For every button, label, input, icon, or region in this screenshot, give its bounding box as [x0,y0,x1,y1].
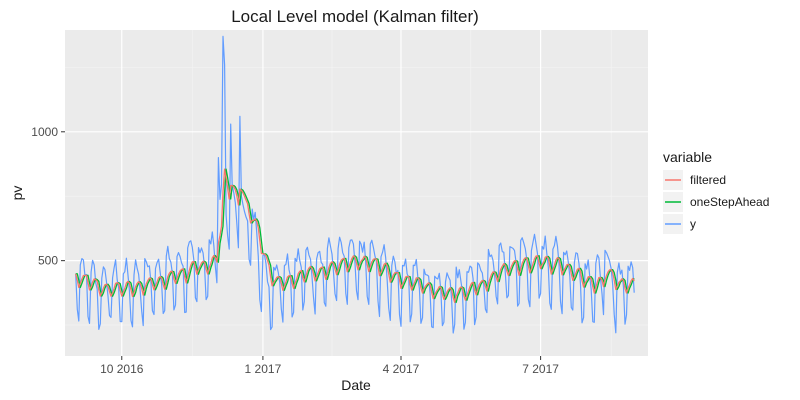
y-axis-label: pv [9,186,25,201]
legend-label: y [690,217,696,231]
legend: variable filtered oneStepAhead y [663,149,769,234]
legend-label: filtered [690,173,726,187]
series-line-y [75,35,635,334]
x-tick-label: 4 2017 [383,362,420,376]
y-tick-label: 1000 [31,125,58,139]
y-axis: 500 1000 [31,125,65,268]
x-axis-label: Date [341,377,371,393]
legend-keys: filtered oneStepAhead y [663,170,769,234]
grid-major [65,30,648,356]
legend-label: oneStepAhead [690,195,769,209]
x-tick-label: 1 2017 [245,362,282,376]
series-line-filtered [75,168,635,304]
x-axis: 10 2016 1 2017 4 2017 7 2017 [100,356,559,376]
legend-title: variable [663,149,712,165]
grid-minor [65,30,648,356]
series-layer [75,35,635,334]
chart-title: Local Level model (Kalman filter) [231,7,479,26]
x-tick-label: 10 2016 [100,362,144,376]
y-tick-label: 500 [38,254,58,268]
x-tick-label: 7 2017 [522,362,559,376]
series-line-oneStepAhead [75,168,635,304]
